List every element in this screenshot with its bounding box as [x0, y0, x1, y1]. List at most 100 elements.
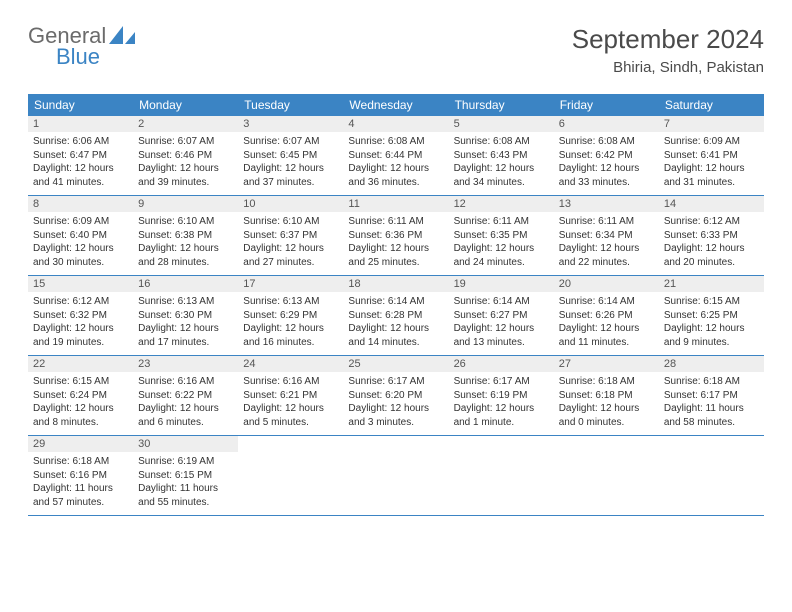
- sunset-line: Sunset: 6:33 PM: [664, 229, 759, 243]
- header: General Blue September 2024 Bhiria, Sind…: [28, 24, 764, 76]
- day-cell: 20Sunrise: 6:14 AMSunset: 6:26 PMDayligh…: [554, 276, 659, 355]
- sunset-line: Sunset: 6:19 PM: [454, 389, 549, 403]
- dow-sunday: Sunday: [28, 94, 133, 116]
- day-cell: 5Sunrise: 6:08 AMSunset: 6:43 PMDaylight…: [449, 116, 554, 195]
- week-row: 22Sunrise: 6:15 AMSunset: 6:24 PMDayligh…: [28, 356, 764, 436]
- day-cell: 12Sunrise: 6:11 AMSunset: 6:35 PMDayligh…: [449, 196, 554, 275]
- day-cell: 19Sunrise: 6:14 AMSunset: 6:27 PMDayligh…: [449, 276, 554, 355]
- day-cell: 6Sunrise: 6:08 AMSunset: 6:42 PMDaylight…: [554, 116, 659, 195]
- sunrise-line: Sunrise: 6:15 AM: [33, 375, 128, 389]
- daylight-line: Daylight: 12 hours and 41 minutes.: [33, 162, 128, 189]
- daylight-line: Daylight: 12 hours and 39 minutes.: [138, 162, 233, 189]
- day-cell: 7Sunrise: 6:09 AMSunset: 6:41 PMDaylight…: [659, 116, 764, 195]
- day-number: 25: [343, 356, 448, 372]
- sunrise-line: Sunrise: 6:15 AM: [664, 295, 759, 309]
- sunset-line: Sunset: 6:43 PM: [454, 149, 549, 163]
- sunset-line: Sunset: 6:21 PM: [243, 389, 338, 403]
- daylight-line: Daylight: 11 hours and 57 minutes.: [33, 482, 128, 509]
- title-block: September 2024 Bhiria, Sindh, Pakistan: [572, 24, 764, 76]
- daylight-line: Daylight: 11 hours and 58 minutes.: [664, 402, 759, 429]
- day-cell: 15Sunrise: 6:12 AMSunset: 6:32 PMDayligh…: [28, 276, 133, 355]
- daylight-line: Daylight: 12 hours and 36 minutes.: [348, 162, 443, 189]
- day-cell-empty: [554, 436, 659, 515]
- day-cell: 21Sunrise: 6:15 AMSunset: 6:25 PMDayligh…: [659, 276, 764, 355]
- daylight-line: Daylight: 11 hours and 55 minutes.: [138, 482, 233, 509]
- daylight-line: Daylight: 12 hours and 3 minutes.: [348, 402, 443, 429]
- daylight-line: Daylight: 12 hours and 30 minutes.: [33, 242, 128, 269]
- day-number: 23: [133, 356, 238, 372]
- daylight-line: Daylight: 12 hours and 25 minutes.: [348, 242, 443, 269]
- day-cell: 4Sunrise: 6:08 AMSunset: 6:44 PMDaylight…: [343, 116, 448, 195]
- sunset-line: Sunset: 6:37 PM: [243, 229, 338, 243]
- sunrise-line: Sunrise: 6:13 AM: [138, 295, 233, 309]
- daylight-line: Daylight: 12 hours and 14 minutes.: [348, 322, 443, 349]
- day-number: 11: [343, 196, 448, 212]
- daylight-line: Daylight: 12 hours and 17 minutes.: [138, 322, 233, 349]
- sunrise-line: Sunrise: 6:14 AM: [559, 295, 654, 309]
- dow-header-row: Sunday Monday Tuesday Wednesday Thursday…: [28, 94, 764, 116]
- day-cell: 16Sunrise: 6:13 AMSunset: 6:30 PMDayligh…: [133, 276, 238, 355]
- sunrise-line: Sunrise: 6:11 AM: [559, 215, 654, 229]
- day-cell: 30Sunrise: 6:19 AMSunset: 6:15 PMDayligh…: [133, 436, 238, 515]
- day-number: 4: [343, 116, 448, 132]
- sunrise-line: Sunrise: 6:07 AM: [243, 135, 338, 149]
- daylight-line: Daylight: 12 hours and 8 minutes.: [33, 402, 128, 429]
- daylight-line: Daylight: 12 hours and 37 minutes.: [243, 162, 338, 189]
- day-cell-empty: [343, 436, 448, 515]
- day-number: 26: [449, 356, 554, 372]
- sunrise-line: Sunrise: 6:14 AM: [454, 295, 549, 309]
- sail-icon: [109, 26, 135, 46]
- daylight-line: Daylight: 12 hours and 34 minutes.: [454, 162, 549, 189]
- day-cell-empty: [238, 436, 343, 515]
- calendar: Sunday Monday Tuesday Wednesday Thursday…: [28, 94, 764, 516]
- dow-friday: Friday: [554, 94, 659, 116]
- sunrise-line: Sunrise: 6:10 AM: [138, 215, 233, 229]
- sunrise-line: Sunrise: 6:18 AM: [664, 375, 759, 389]
- sunset-line: Sunset: 6:47 PM: [33, 149, 128, 163]
- daylight-line: Daylight: 12 hours and 28 minutes.: [138, 242, 233, 269]
- day-cell: 14Sunrise: 6:12 AMSunset: 6:33 PMDayligh…: [659, 196, 764, 275]
- sunrise-line: Sunrise: 6:09 AM: [664, 135, 759, 149]
- sunrise-line: Sunrise: 6:14 AM: [348, 295, 443, 309]
- sunrise-line: Sunrise: 6:07 AM: [138, 135, 233, 149]
- day-number: 24: [238, 356, 343, 372]
- sunrise-line: Sunrise: 6:08 AM: [348, 135, 443, 149]
- sunrise-line: Sunrise: 6:17 AM: [348, 375, 443, 389]
- sunrise-line: Sunrise: 6:09 AM: [33, 215, 128, 229]
- daylight-line: Daylight: 12 hours and 16 minutes.: [243, 322, 338, 349]
- day-number: 8: [28, 196, 133, 212]
- day-cell: 22Sunrise: 6:15 AMSunset: 6:24 PMDayligh…: [28, 356, 133, 435]
- logo: General Blue: [28, 24, 135, 68]
- daylight-line: Daylight: 12 hours and 1 minute.: [454, 402, 549, 429]
- week-row: 1Sunrise: 6:06 AMSunset: 6:47 PMDaylight…: [28, 116, 764, 196]
- day-number: 9: [133, 196, 238, 212]
- day-number: 17: [238, 276, 343, 292]
- daylight-line: Daylight: 12 hours and 13 minutes.: [454, 322, 549, 349]
- day-number: 7: [659, 116, 764, 132]
- sunset-line: Sunset: 6:41 PM: [664, 149, 759, 163]
- sunset-line: Sunset: 6:27 PM: [454, 309, 549, 323]
- sunrise-line: Sunrise: 6:13 AM: [243, 295, 338, 309]
- weeks-container: 1Sunrise: 6:06 AMSunset: 6:47 PMDaylight…: [28, 116, 764, 516]
- day-cell: 1Sunrise: 6:06 AMSunset: 6:47 PMDaylight…: [28, 116, 133, 195]
- daylight-line: Daylight: 12 hours and 27 minutes.: [243, 242, 338, 269]
- day-number: 14: [659, 196, 764, 212]
- calendar-page: General Blue September 2024 Bhiria, Sind…: [0, 0, 792, 540]
- day-number: 1: [28, 116, 133, 132]
- day-number: 2: [133, 116, 238, 132]
- dow-saturday: Saturday: [659, 94, 764, 116]
- sunset-line: Sunset: 6:46 PM: [138, 149, 233, 163]
- day-number: 15: [28, 276, 133, 292]
- day-number: 27: [554, 356, 659, 372]
- logo-text: General Blue: [28, 24, 106, 68]
- week-row: 8Sunrise: 6:09 AMSunset: 6:40 PMDaylight…: [28, 196, 764, 276]
- sunrise-line: Sunrise: 6:11 AM: [348, 215, 443, 229]
- day-cell: 28Sunrise: 6:18 AMSunset: 6:17 PMDayligh…: [659, 356, 764, 435]
- daylight-line: Daylight: 12 hours and 20 minutes.: [664, 242, 759, 269]
- sunrise-line: Sunrise: 6:16 AM: [243, 375, 338, 389]
- day-number: 6: [554, 116, 659, 132]
- sunset-line: Sunset: 6:32 PM: [33, 309, 128, 323]
- day-cell-empty: [659, 436, 764, 515]
- day-cell: 2 Sunrise: 6:07 AMSunset: 6:46 PMDaylight…: [133, 116, 238, 195]
- day-number: 3: [238, 116, 343, 132]
